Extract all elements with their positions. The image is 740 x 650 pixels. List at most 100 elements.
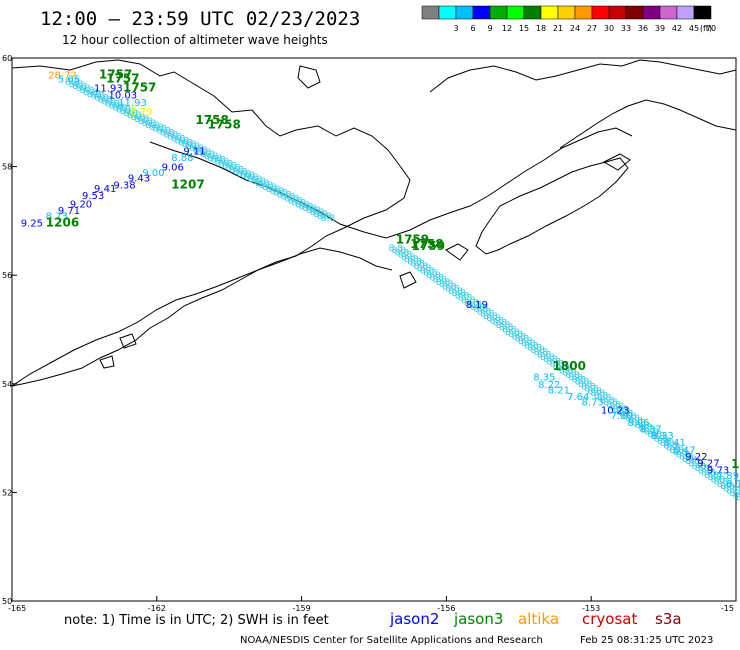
track-value: 8.8 (266, 185, 281, 195)
track-value: 8.8 (584, 385, 599, 395)
track-value: 8.8 (189, 144, 204, 154)
track-value: 8.8 (509, 330, 524, 340)
lat-tick-label: 56 (2, 271, 12, 280)
colorbar-tick-label: 42 (672, 24, 682, 33)
track-value: 8.8 (420, 266, 435, 276)
wave-height-label: 1759 (412, 239, 445, 253)
track-value: 8.8 (222, 162, 237, 172)
track-value: 8.8 (197, 148, 212, 158)
satellite-name: s3a (655, 610, 682, 628)
track-value: 8.8 (233, 167, 248, 177)
track-value: 8.8 (638, 423, 653, 433)
track-value: 8.8 (135, 115, 150, 125)
wave-height-label: 1759 (396, 233, 429, 247)
colorbar-tick-label: 30 (604, 24, 614, 33)
track-value: 8.8 (474, 305, 489, 315)
wave-height-label: 11.93 (118, 98, 147, 109)
wave-height-label: 10.03 (109, 91, 138, 102)
track-value: 8.8 (588, 387, 603, 397)
wave-height-label: 7.80 (611, 411, 633, 422)
satellite-name: altika (518, 610, 559, 628)
track-value: 8.8 (654, 435, 669, 445)
wave-height-label: 10.23 (601, 406, 630, 417)
colorbar-swatch (489, 5, 508, 20)
track-value: 8.8 (423, 269, 438, 279)
track-value: 8.8 (76, 84, 91, 94)
wave-height-label: 7.89 (717, 471, 739, 482)
track-value: 8.8 (527, 344, 542, 354)
wave-height-label: 9.43 (128, 173, 150, 184)
track-value: 8.8 (704, 471, 719, 481)
track-value: 8.8 (411, 260, 426, 270)
track-value: 8.8 (619, 410, 634, 420)
satellite-name: jason2 (389, 610, 439, 628)
satellite-name: jason3 (453, 610, 503, 628)
wave-height-label: 9.20 (70, 199, 92, 210)
track-value: 8.8 (550, 360, 565, 370)
satellite-legend: jason2 jason3 altika cryosat s3a (389, 610, 682, 628)
wave-height-label: 8.41 (664, 438, 686, 449)
track-value: 8.8 (91, 92, 106, 102)
colorbar-swatch (455, 5, 474, 20)
track-value: 8.8 (733, 491, 740, 501)
colorbar-swatch (540, 5, 559, 20)
footer-note: note: 1) Time is in UTC; 2) SWH is in fe… (64, 613, 329, 628)
track-value: 8.8 (299, 202, 314, 212)
track-value: 8.8 (660, 439, 675, 449)
track-value: 8.8 (663, 441, 678, 451)
track-value: 8.8 (723, 484, 738, 494)
track-value: 8.8 (436, 278, 451, 288)
track-value: 8.8 (644, 428, 659, 438)
track-value: 8.8 (284, 195, 299, 205)
track-value: 8.8 (208, 154, 223, 164)
colorbar-swatch (472, 5, 491, 20)
track-value: 8.8 (505, 328, 520, 338)
colorbar-swatch (676, 5, 695, 20)
track-value: 8.8 (610, 403, 625, 413)
track-value: 8.8 (314, 210, 329, 220)
wave-height-label: 9.06 (162, 162, 184, 173)
track-value: 8.8 (211, 156, 226, 166)
satellite-tracks: 8.88.88.88.88.88.88.88.88.88.88.88.88.88… (65, 78, 740, 503)
wave-height-label: 1757 (123, 81, 156, 95)
track-value: 8.8 (445, 285, 460, 295)
wave-height-label: 9.22 (685, 452, 707, 463)
colorbar-unit: (ft) (700, 24, 712, 33)
wave-height-labels: 28.72 175717575.65175711.9310.0311.936.79… (21, 68, 740, 490)
track-value: 8.8 (581, 382, 596, 392)
track-value: 8.8 (701, 469, 716, 479)
track-value: 8.8 (594, 391, 609, 401)
colorbar-tick-label: 6 (470, 24, 475, 33)
colorbar-swatch (421, 5, 440, 20)
track-value: 8.8 (131, 113, 146, 123)
island-3 (399, 271, 417, 289)
track-value: 8.8 (591, 389, 606, 399)
track-value: 8.8 (597, 394, 612, 404)
track-value: 8.8 (524, 341, 539, 351)
track-value: 8.8 (215, 158, 230, 168)
track-value: 8.8 (94, 94, 109, 104)
track-value: 8.8 (273, 189, 288, 199)
track-value: 8.8 (698, 466, 713, 476)
track-value: 8.8 (244, 173, 259, 183)
track-value: 8.8 (392, 246, 407, 256)
track-value: 8.8 (127, 111, 142, 121)
island-2 (445, 243, 469, 261)
track-value: 8.8 (404, 255, 419, 265)
track-value: 8.8 (613, 405, 628, 415)
track-value: 8.8 (241, 171, 256, 181)
track-value: 8.8 (72, 82, 87, 92)
track-value: 8.8 (483, 312, 498, 322)
track-value: 8.8 (430, 273, 445, 283)
track-value: 8.8 (292, 198, 307, 208)
track-value: 8.8 (219, 160, 234, 170)
track-value: 8.8 (310, 208, 325, 218)
wave-height-label: 9.71 (58, 206, 80, 217)
track-value: 8.8 (685, 457, 700, 467)
track-value: 8.8 (237, 169, 252, 179)
wave-height-label: 7.64 (567, 392, 589, 403)
track-value: 8.8 (160, 129, 175, 139)
track-value: 8.8 (388, 244, 403, 254)
track-value: 8.8 (171, 134, 186, 144)
